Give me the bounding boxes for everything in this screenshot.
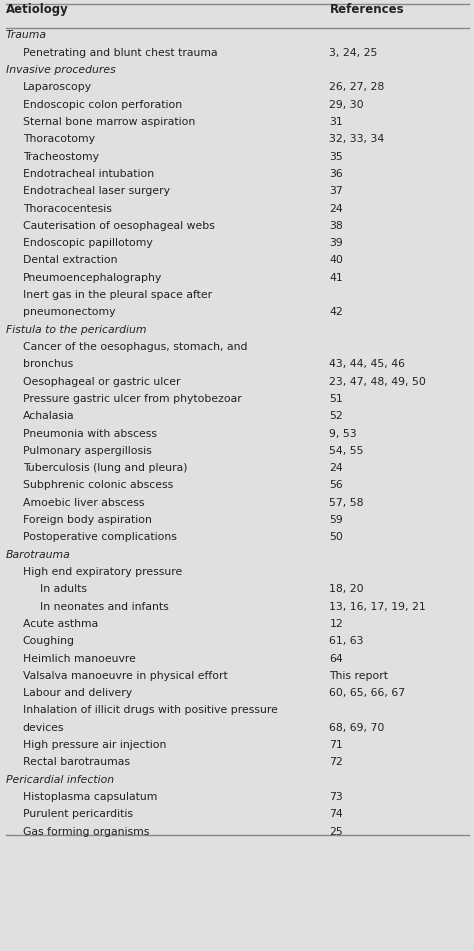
Text: 56: 56	[329, 480, 343, 491]
Text: Heimlich manoeuvre: Heimlich manoeuvre	[23, 653, 136, 664]
Text: 39: 39	[329, 238, 343, 248]
Text: 3, 24, 25: 3, 24, 25	[329, 48, 378, 58]
Text: Trauma: Trauma	[6, 30, 46, 41]
Text: 32, 33, 34: 32, 33, 34	[329, 134, 385, 145]
Text: Endoscopic papillotomy: Endoscopic papillotomy	[23, 238, 153, 248]
Text: Histoplasma capsulatum: Histoplasma capsulatum	[23, 792, 157, 802]
Text: In neonates and infants: In neonates and infants	[40, 602, 169, 611]
Text: Aetiology: Aetiology	[6, 3, 68, 16]
Text: 57, 58: 57, 58	[329, 497, 364, 508]
Text: 51: 51	[329, 394, 343, 404]
Text: High pressure air injection: High pressure air injection	[23, 740, 166, 750]
Text: Foreign body aspiration: Foreign body aspiration	[23, 515, 152, 525]
Text: Thoracocentesis: Thoracocentesis	[23, 204, 111, 214]
Text: Labour and delivery: Labour and delivery	[23, 689, 132, 698]
Text: 41: 41	[329, 273, 343, 282]
Text: Valsalva manoeuvre in physical effort: Valsalva manoeuvre in physical effort	[23, 670, 228, 681]
Text: 52: 52	[329, 411, 343, 421]
Text: 50: 50	[329, 533, 343, 542]
Text: Pneumoencephalography: Pneumoencephalography	[23, 273, 162, 282]
Text: 38: 38	[329, 221, 343, 231]
Text: Tracheostomy: Tracheostomy	[23, 151, 99, 162]
Text: 74: 74	[329, 809, 343, 820]
Text: 37: 37	[329, 186, 343, 196]
Text: 29, 30: 29, 30	[329, 100, 364, 109]
Text: 71: 71	[329, 740, 343, 750]
Text: Tuberculosis (lung and pleura): Tuberculosis (lung and pleura)	[23, 463, 187, 474]
Text: 54, 55: 54, 55	[329, 446, 364, 456]
Text: Laparoscopy: Laparoscopy	[23, 83, 92, 92]
Text: 18, 20: 18, 20	[329, 584, 364, 594]
Text: pneumonectomy: pneumonectomy	[23, 307, 115, 318]
Text: 13, 16, 17, 19, 21: 13, 16, 17, 19, 21	[329, 602, 426, 611]
Text: Oesophageal or gastric ulcer: Oesophageal or gastric ulcer	[23, 377, 180, 387]
Text: References: References	[329, 3, 404, 16]
Text: 64: 64	[329, 653, 343, 664]
Text: 24: 24	[329, 204, 343, 214]
Text: Rectal barotraumas: Rectal barotraumas	[23, 757, 130, 767]
Text: Pericardial infection: Pericardial infection	[6, 775, 114, 785]
Text: 73: 73	[329, 792, 343, 802]
Text: 23, 47, 48, 49, 50: 23, 47, 48, 49, 50	[329, 377, 426, 387]
Text: Barotrauma: Barotrauma	[6, 550, 71, 560]
Text: 36: 36	[329, 169, 343, 179]
Text: 43, 44, 45, 46: 43, 44, 45, 46	[329, 359, 405, 369]
Text: Inhalation of illicit drugs with positive pressure: Inhalation of illicit drugs with positiv…	[23, 706, 278, 715]
Text: Coughing: Coughing	[23, 636, 75, 647]
Text: Cancer of the oesophagus, stomach, and: Cancer of the oesophagus, stomach, and	[23, 342, 247, 352]
Text: Invasive procedures: Invasive procedures	[6, 65, 116, 75]
Text: Inert gas in the pleural space after: Inert gas in the pleural space after	[23, 290, 212, 301]
Text: Purulent pericarditis: Purulent pericarditis	[23, 809, 133, 820]
Text: Cauterisation of oesophageal webs: Cauterisation of oesophageal webs	[23, 221, 215, 231]
Text: Achalasia: Achalasia	[23, 411, 74, 421]
Text: 68, 69, 70: 68, 69, 70	[329, 723, 385, 733]
Text: Pulmonary aspergillosis: Pulmonary aspergillosis	[23, 446, 152, 456]
Text: Penetrating and blunt chest trauma: Penetrating and blunt chest trauma	[23, 48, 218, 58]
Text: 40: 40	[329, 256, 343, 265]
Text: Dental extraction: Dental extraction	[23, 256, 117, 265]
Text: Thoracotomy: Thoracotomy	[23, 134, 95, 145]
Text: Fistula to the pericardium: Fistula to the pericardium	[6, 324, 146, 335]
Text: 25: 25	[329, 826, 343, 837]
Text: Acute asthma: Acute asthma	[23, 619, 98, 629]
Text: Amoebic liver abscess: Amoebic liver abscess	[23, 497, 144, 508]
Text: Endoscopic colon perforation: Endoscopic colon perforation	[23, 100, 182, 109]
Text: In adults: In adults	[40, 584, 87, 594]
Text: Subphrenic colonic abscess: Subphrenic colonic abscess	[23, 480, 173, 491]
Text: 26, 27, 28: 26, 27, 28	[329, 83, 385, 92]
Text: bronchus: bronchus	[23, 359, 73, 369]
Text: 42: 42	[329, 307, 343, 318]
Text: 12: 12	[329, 619, 343, 629]
Text: 9, 53: 9, 53	[329, 429, 357, 438]
Text: 72: 72	[329, 757, 343, 767]
Text: High end expiratory pressure: High end expiratory pressure	[23, 567, 182, 577]
Text: Postoperative complications: Postoperative complications	[23, 533, 177, 542]
Text: Gas forming organisms: Gas forming organisms	[23, 826, 149, 837]
Text: Pressure gastric ulcer from phytobezoar: Pressure gastric ulcer from phytobezoar	[23, 394, 241, 404]
Text: Endotracheal laser surgery: Endotracheal laser surgery	[23, 186, 170, 196]
Text: 59: 59	[329, 515, 343, 525]
Text: 60, 65, 66, 67: 60, 65, 66, 67	[329, 689, 406, 698]
Text: devices: devices	[23, 723, 64, 733]
Text: Pneumonia with abscess: Pneumonia with abscess	[23, 429, 157, 438]
Text: 24: 24	[329, 463, 343, 474]
Text: 35: 35	[329, 151, 343, 162]
Text: This report: This report	[329, 670, 388, 681]
Text: 31: 31	[329, 117, 343, 127]
Text: 61, 63: 61, 63	[329, 636, 364, 647]
Text: Endotracheal intubation: Endotracheal intubation	[23, 169, 154, 179]
Text: Sternal bone marrow aspiration: Sternal bone marrow aspiration	[23, 117, 195, 127]
